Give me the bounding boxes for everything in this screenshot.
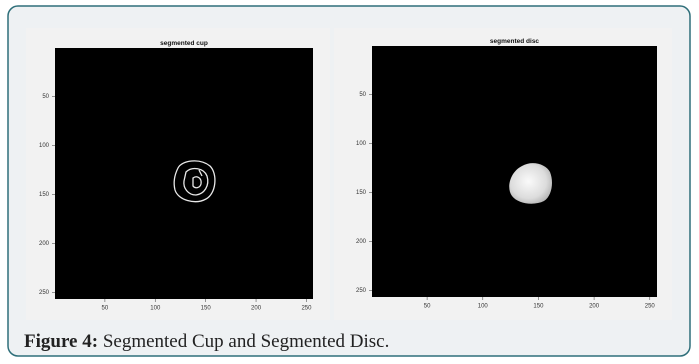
y-tick-label: 150 (356, 190, 367, 196)
caption-label: Figure 4: (24, 331, 98, 352)
y-tick-label: 100 (39, 143, 50, 149)
figure: segmented cup 50 100 150 200 250 50 100 150 200 25… (0, 0, 699, 359)
y-tick-label: 250 (356, 288, 367, 294)
image-axes (55, 48, 313, 299)
y-tick-label: 200 (356, 239, 367, 245)
panel-title: segmented disc (490, 38, 540, 45)
caption-text: Segmented Cup and Segmented Disc. (103, 331, 390, 352)
y-tick-label: 50 (42, 94, 49, 100)
caption: Figure 4: Segmented Cup and Segmented Di… (24, 331, 389, 352)
y-tick-label: 100 (356, 141, 367, 147)
x-tick-label: 250 (301, 306, 312, 312)
x-tick-label: 250 (645, 304, 656, 310)
y-tick-label: 50 (359, 92, 366, 98)
y-tick-label: 200 (39, 241, 50, 247)
x-tick-label: 200 (589, 304, 600, 310)
x-tick-label: 50 (424, 304, 431, 310)
x-tick-label: 150 (201, 306, 212, 312)
panel-title: segmented cup (160, 40, 208, 47)
y-tick-label: 150 (39, 192, 50, 198)
x-tick-label: 50 (102, 306, 109, 312)
x-tick-label: 150 (533, 304, 544, 310)
x-tick-label: 200 (251, 306, 262, 312)
y-tick-label: 250 (39, 290, 50, 296)
x-tick-label: 100 (150, 306, 161, 312)
x-tick-label: 100 (478, 304, 489, 310)
image-axes (372, 46, 657, 297)
